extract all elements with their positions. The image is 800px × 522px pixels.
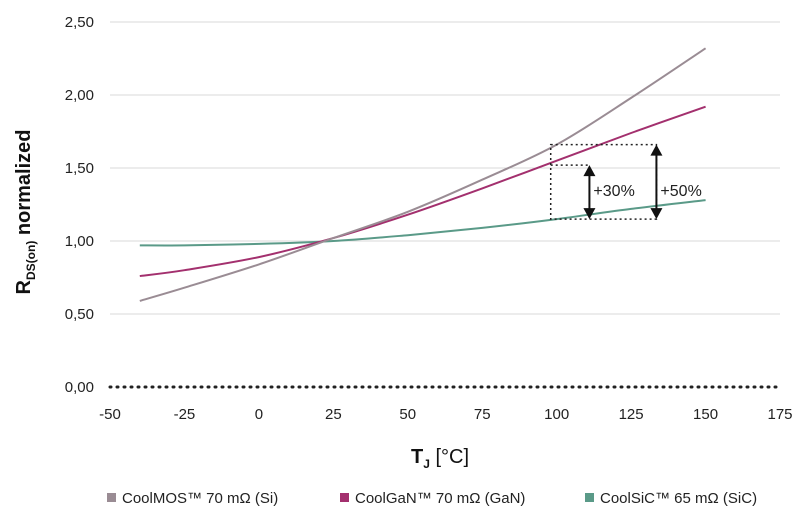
arrow-30 [583, 165, 596, 220]
y-axis-title-main: R [13, 279, 35, 294]
legend-label: CoolSiC™ 65 mΩ (SiC) [600, 490, 757, 507]
x-tick-label: 150 [693, 406, 718, 423]
x-tick-label: -50 [99, 406, 121, 423]
x-tick-labels: -50 -25 0 25 50 75 100 125 150 175 [99, 406, 792, 423]
series-line-2 [139, 199, 706, 247]
increase-50-box [549, 143, 658, 220]
y-axis-title-sub: DS(on) [24, 241, 38, 280]
legend-label: CoolMOS™ 70 mΩ (Si) [122, 490, 278, 507]
x-axis-title-unit: [°C] [435, 446, 469, 468]
x-tick-label: 0 [255, 406, 263, 423]
y-tick-label: 2,50 [65, 14, 94, 31]
legend-item: CoolMOS™ 70 mΩ (Si) [107, 490, 278, 507]
legend-item: CoolGaN™ 70 mΩ (GaN) [340, 490, 525, 507]
legend: CoolMOS™ 70 mΩ (Si) CoolGaN™ 70 mΩ (GaN) C… [107, 490, 757, 507]
series-lines [139, 47, 707, 302]
annotation-30-label: +30% [593, 183, 634, 200]
x-axis-title-sub: J [423, 457, 430, 471]
y-tick-label: 1,00 [65, 233, 94, 250]
x-tick-label: 75 [474, 406, 491, 423]
y-axis-title: RDS(on) normalized [13, 130, 38, 295]
x-tick-label: 100 [544, 406, 569, 423]
x-tick-label: 125 [619, 406, 644, 423]
arrow-30-head-top [583, 165, 596, 177]
x-tick-label: 50 [399, 406, 416, 423]
legend-swatch [107, 493, 116, 502]
x-tick-label: 175 [767, 406, 792, 423]
arrow-50-head-bottom [650, 208, 663, 220]
series-line-0 [139, 47, 707, 302]
x-tick-label: -25 [174, 406, 196, 423]
x-axis-title: TJ [°C] [411, 446, 469, 471]
arrow-50-head-top [650, 144, 663, 156]
annotation-50-label: +50% [660, 183, 701, 200]
grid-lines [110, 21, 780, 315]
y-tick-label: 0,00 [65, 379, 94, 396]
annotations: +30% +50% [549, 143, 702, 220]
y-tick-labels: 0,00 0,50 1,00 1,50 2,00 2,50 [65, 14, 94, 396]
y-tick-label: 1,50 [65, 160, 94, 177]
x-axis-title-main: T [411, 446, 423, 468]
legend-item: CoolSiC™ 65 mΩ (SiC) [585, 490, 757, 507]
y-axis-title-suffix: normalized [13, 130, 35, 236]
legend-swatch [585, 493, 594, 502]
arrow-50 [650, 144, 663, 220]
legend-label: CoolGaN™ 70 mΩ (GaN) [355, 490, 525, 507]
arrow-30-head-bottom [583, 208, 596, 220]
legend-swatch [340, 493, 349, 502]
x-tick-label: 25 [325, 406, 342, 423]
series-line-1 [139, 105, 706, 277]
y-tick-label: 0,50 [65, 306, 94, 323]
y-tick-label: 2,00 [65, 87, 94, 104]
